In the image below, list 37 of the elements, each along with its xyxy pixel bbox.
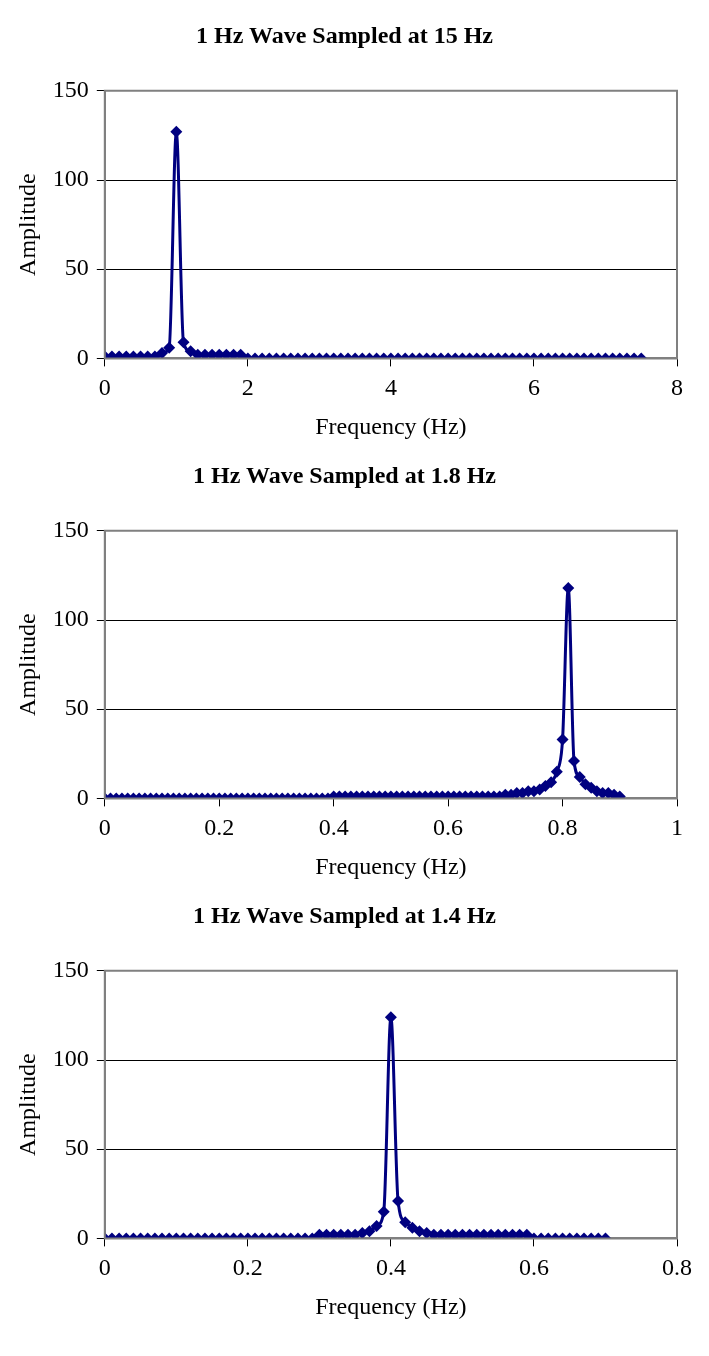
x-tick-label: 0.4 bbox=[318, 814, 349, 841]
y-axis-title: Amplitude bbox=[13, 1053, 40, 1156]
x-tick-label: 0.4 bbox=[375, 1254, 406, 1281]
y-tick-label: 50 bbox=[64, 254, 89, 281]
y-tick-label: 50 bbox=[64, 1134, 89, 1161]
x-tick-label: 1 bbox=[671, 814, 683, 841]
x-tick-label: 0 bbox=[98, 374, 111, 401]
y-tick-label: 100 bbox=[52, 605, 89, 632]
x-tick-label: 2 bbox=[241, 374, 254, 401]
x-tick-label: 6 bbox=[527, 374, 540, 401]
y-tick-label: 150 bbox=[52, 76, 89, 103]
x-axis-title: Frequency (Hz) bbox=[315, 412, 467, 439]
y-tick-label: 0 bbox=[76, 1223, 89, 1250]
x-tick-label: 0.6 bbox=[433, 814, 464, 841]
x-tick-label: 0 bbox=[98, 1254, 111, 1281]
x-tick-label: 4 bbox=[384, 374, 397, 401]
y-tick-label: 0 bbox=[76, 343, 89, 370]
chart-title: 1 Hz Wave Sampled at 1.4 Hz bbox=[193, 901, 497, 928]
y-axis-title: Amplitude bbox=[13, 613, 40, 716]
y-axis-title: Amplitude bbox=[13, 173, 40, 276]
y-tick-label: 150 bbox=[52, 956, 89, 983]
x-axis-title: Frequency (Hz) bbox=[315, 852, 467, 879]
x-tick-label: 0.2 bbox=[232, 1254, 263, 1281]
x-tick-label: 0 bbox=[98, 814, 111, 841]
x-tick-label: 0.2 bbox=[204, 814, 235, 841]
x-tick-label: 0.8 bbox=[662, 1254, 692, 1281]
y-tick-label: 50 bbox=[64, 694, 89, 721]
y-tick-label: 150 bbox=[52, 516, 89, 543]
x-axis-title: Frequency (Hz) bbox=[315, 1292, 467, 1319]
y-tick-label: 0 bbox=[76, 783, 89, 810]
x-tick-label: 8 bbox=[671, 374, 683, 401]
y-tick-label: 100 bbox=[52, 165, 89, 192]
x-tick-label: 0.8 bbox=[547, 814, 578, 841]
x-tick-label: 0.6 bbox=[518, 1254, 549, 1281]
chart-title: 1 Hz Wave Sampled at 15 Hz bbox=[196, 21, 494, 48]
chart-title: 1 Hz Wave Sampled at 1.8 Hz bbox=[193, 461, 497, 488]
y-tick-label: 100 bbox=[52, 1045, 89, 1072]
